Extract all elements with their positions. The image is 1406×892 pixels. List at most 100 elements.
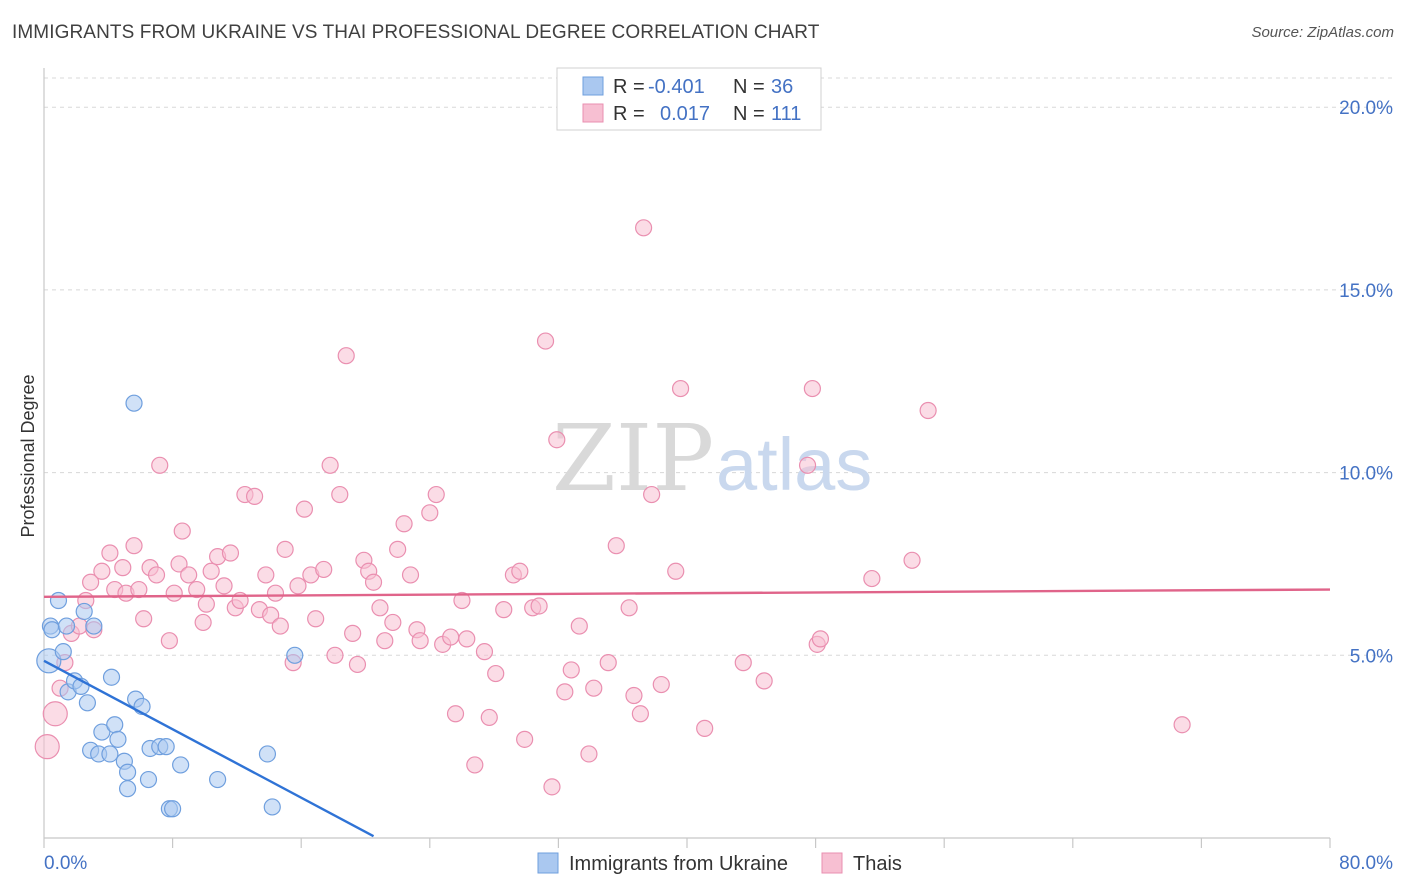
x-tick-label-min: 0.0% — [44, 853, 87, 874]
point-ukraine — [57, 617, 76, 635]
point-thais — [173, 522, 191, 540]
point-thais — [536, 332, 555, 350]
legend-top-n-value-blue: 36 — [771, 76, 793, 98]
legend-swatch-thais — [821, 852, 843, 874]
point-thais — [114, 559, 132, 577]
chart-source: Source: ZipAtlas.com — [1251, 24, 1394, 41]
watermark: ZIP atlas — [552, 405, 872, 512]
point-ukraine — [93, 723, 111, 741]
point-thais — [631, 705, 649, 723]
point-thais — [516, 730, 534, 748]
point-thais — [734, 654, 752, 672]
point-thais — [411, 632, 429, 650]
point-thais — [511, 562, 529, 580]
legend-label-ukraine: Immigrants from Ukraine — [569, 853, 788, 875]
point-thais — [570, 617, 588, 635]
point-thais — [863, 569, 881, 588]
point-thais — [495, 601, 513, 619]
point-thais — [1173, 716, 1191, 734]
point-thais — [562, 661, 580, 679]
point-thais — [266, 584, 285, 602]
legend-bottom: Immigrants from Ukraine Thais — [537, 852, 902, 875]
legend-top-swatch-pink — [582, 103, 604, 123]
point-thais — [371, 599, 389, 617]
point-thais — [262, 606, 280, 624]
watermark-zip: ZIP — [552, 405, 714, 512]
legend-top-r-label-pink: R = — [613, 103, 645, 125]
point-thais — [315, 560, 333, 579]
legend-label-thais: Thais — [853, 853, 902, 875]
trend-line-ukraine — [43, 659, 375, 838]
point-ukraine — [164, 800, 182, 818]
point-thais — [480, 708, 498, 727]
point-thais — [530, 597, 548, 615]
point-ukraine — [78, 694, 97, 712]
point-thais — [42, 701, 68, 727]
point-thais — [919, 401, 937, 420]
point-ukraine — [43, 621, 61, 639]
point-thais — [384, 613, 402, 632]
point-ukraine — [139, 770, 158, 789]
point-thais — [331, 485, 349, 504]
point-thais — [446, 705, 465, 723]
trend-lines — [43, 588, 1331, 838]
point-thais — [487, 664, 505, 683]
point-thais — [276, 540, 294, 558]
point-thais — [34, 734, 60, 760]
point-thais — [556, 683, 574, 701]
point-thais — [903, 551, 921, 569]
point-thais — [634, 219, 653, 237]
point-thais — [475, 643, 494, 661]
legend-top-n-label-blue: N = — [733, 76, 765, 98]
point-thais — [453, 591, 471, 610]
y-tick-label: 10.0% — [1339, 464, 1393, 485]
point-thais — [321, 456, 339, 474]
point-thais — [667, 562, 685, 580]
point-thais — [625, 686, 643, 705]
point-thais — [798, 456, 817, 474]
point-thais — [458, 630, 476, 648]
point-thais — [421, 504, 439, 522]
point-thais — [364, 573, 383, 591]
point-thais — [215, 577, 233, 595]
point-thais — [245, 487, 264, 505]
point-thais — [221, 544, 240, 562]
point-thais — [326, 646, 344, 664]
legend-top-r-value-pink: 0.017 — [660, 103, 710, 125]
point-thais — [389, 540, 407, 558]
point-ukraine — [75, 602, 93, 621]
y-axis-title: Professional Degree — [18, 374, 38, 537]
point-ukraine — [109, 730, 127, 748]
point-thais — [130, 580, 148, 599]
point-thais — [755, 672, 773, 690]
y-tick-label: 20.0% — [1339, 98, 1393, 119]
point-thais — [93, 562, 111, 580]
point-thais — [643, 485, 661, 504]
y-tick-labels: 5.0% 10.0% 15.0% 20.0% — [1339, 98, 1393, 667]
point-thais — [811, 630, 830, 648]
legend-top: R = -0.401 N = 36 R = 0.017 N = 111 — [556, 67, 822, 131]
point-ukraine — [172, 756, 190, 774]
point-thais — [376, 632, 394, 650]
point-thais — [188, 580, 206, 599]
point-thais — [442, 628, 460, 646]
point-thais — [82, 573, 100, 591]
point-thais — [151, 456, 169, 474]
point-ukraine — [263, 798, 281, 816]
point-thais — [671, 379, 690, 398]
point-thais — [125, 537, 143, 555]
point-ukraine — [209, 770, 227, 789]
point-thais — [289, 577, 307, 595]
legend-top-r-value-blue: -0.401 — [648, 76, 705, 98]
point-thais — [548, 431, 566, 449]
point-thais — [160, 632, 178, 650]
grid-layer — [44, 77, 1392, 656]
point-ukraine — [85, 617, 103, 635]
point-thais — [348, 655, 367, 674]
watermark-atlas: atlas — [716, 423, 872, 506]
point-thais — [257, 566, 275, 584]
point-thais — [344, 624, 362, 642]
point-thais — [271, 617, 289, 635]
point-ukraine — [101, 745, 119, 763]
